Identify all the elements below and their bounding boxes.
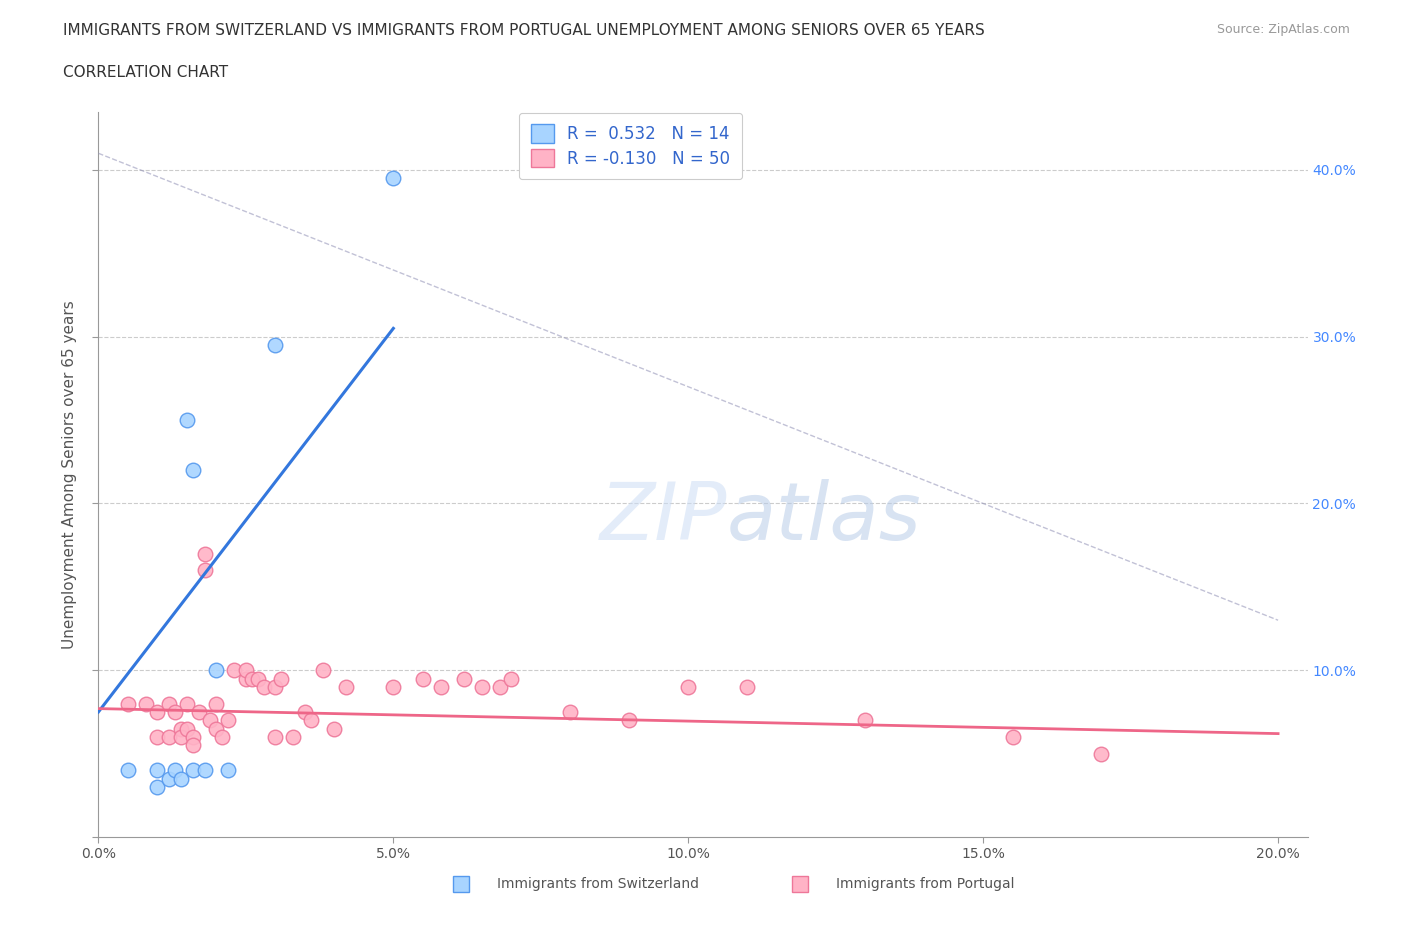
Point	[488, 680, 510, 695]
Point	[157, 771, 180, 786]
Point	[235, 671, 257, 686]
Point	[281, 729, 304, 744]
Point	[222, 663, 245, 678]
Point	[501, 671, 523, 686]
Point	[311, 663, 333, 678]
Legend: R =  0.532   N = 14, R = -0.130   N = 50: R = 0.532 N = 14, R = -0.130 N = 50	[519, 113, 742, 179]
Point	[252, 680, 274, 695]
Text: atlas: atlas	[727, 479, 922, 557]
Point	[382, 171, 405, 186]
Point	[264, 338, 287, 352]
Point	[165, 763, 187, 777]
Point	[205, 697, 228, 711]
Point	[194, 563, 217, 578]
Point	[157, 729, 180, 744]
Point	[619, 712, 641, 727]
Point	[117, 763, 139, 777]
Point	[205, 721, 228, 736]
Point	[471, 680, 494, 695]
Point	[735, 680, 758, 695]
Point	[560, 705, 582, 720]
Point	[323, 721, 346, 736]
Text: ZIP: ZIP	[600, 479, 727, 557]
Point	[146, 705, 169, 720]
Point	[853, 712, 876, 727]
Point	[335, 680, 357, 695]
Point	[270, 671, 292, 686]
Text: Immigrants from Switzerland: Immigrants from Switzerland	[498, 877, 699, 891]
Point	[146, 729, 169, 744]
Point	[170, 721, 193, 736]
Point	[176, 721, 198, 736]
Point	[1001, 729, 1024, 744]
Point	[181, 729, 204, 744]
Point	[194, 546, 217, 561]
Point	[194, 763, 217, 777]
Point	[200, 712, 222, 727]
Point	[170, 729, 193, 744]
Point	[294, 705, 316, 720]
Point	[246, 671, 269, 686]
Y-axis label: Unemployment Among Seniors over 65 years: Unemployment Among Seniors over 65 years	[62, 300, 77, 649]
Point	[429, 680, 451, 695]
Point	[181, 737, 204, 752]
Point	[382, 680, 405, 695]
Point	[157, 697, 180, 711]
Point	[211, 729, 233, 744]
Text: IMMIGRANTS FROM SWITZERLAND VS IMMIGRANTS FROM PORTUGAL UNEMPLOYMENT AMONG SENIO: IMMIGRANTS FROM SWITZERLAND VS IMMIGRANT…	[63, 23, 986, 38]
Point	[453, 671, 475, 686]
Text: CORRELATION CHART: CORRELATION CHART	[63, 65, 228, 80]
Point	[187, 705, 209, 720]
Point	[1090, 746, 1112, 761]
Point	[217, 712, 239, 727]
Point	[181, 463, 204, 478]
Point	[135, 697, 157, 711]
Point	[264, 729, 287, 744]
Point	[205, 663, 228, 678]
Point	[235, 663, 257, 678]
Point	[176, 697, 198, 711]
Point	[412, 671, 434, 686]
Point	[176, 413, 198, 428]
Point	[181, 763, 204, 777]
Point	[678, 680, 700, 695]
Point	[299, 712, 322, 727]
Point	[170, 771, 193, 786]
Point	[217, 763, 239, 777]
Point	[146, 763, 169, 777]
Point	[240, 671, 263, 686]
Point	[165, 705, 187, 720]
Text: Immigrants from Portugal: Immigrants from Portugal	[837, 877, 1015, 891]
Point	[117, 697, 139, 711]
Point	[146, 779, 169, 794]
Point	[264, 680, 287, 695]
Text: Source: ZipAtlas.com: Source: ZipAtlas.com	[1216, 23, 1350, 36]
